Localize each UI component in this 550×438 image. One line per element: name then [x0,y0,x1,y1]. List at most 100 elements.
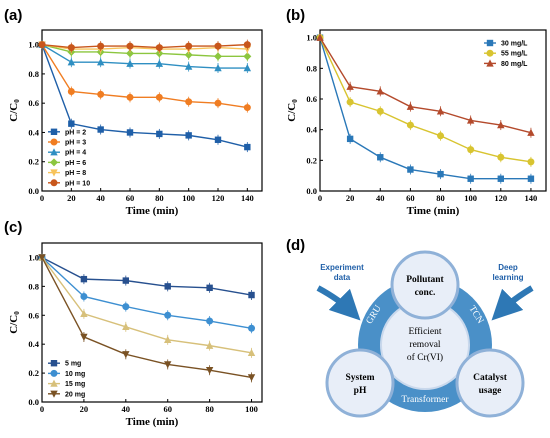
legend-entry: 5 mg [65,361,81,368]
x-tick-label: 140 [241,193,254,203]
data-point [96,58,105,66]
panel-c-label: (c) [4,219,22,236]
data-point [214,99,222,107]
legend-entry: pH = 3 [65,140,86,147]
x-tick-label: 20 [346,193,355,203]
data-point [437,170,444,178]
series-line [319,37,532,134]
data-point [244,143,251,151]
x-tick-label: 60 [126,193,135,203]
y-tick-label: 0.6 [28,98,39,108]
input-left-line2: data [334,273,351,282]
data-point [126,42,134,50]
panel-d: (d) Experiment data Deep learning Effici… [286,237,534,418]
data-point [126,49,134,58]
y-axis-label: C/C0 [286,99,299,122]
legend-entry: 30 mg/L [501,41,528,48]
data-point [80,275,88,283]
x-axis-label: Time (min) [126,205,179,217]
x-tick-label: 80 [155,193,164,203]
legend-entry: pH = 8 [65,170,86,177]
node-catalyst [455,348,525,418]
legend-entry: pH = 2 [65,129,86,136]
data-point [97,90,105,98]
data-point [376,107,384,115]
series-line [41,257,252,379]
node-left-line2: pH [354,386,367,396]
series-1 [38,253,256,334]
data-point [527,175,535,182]
chart-b: 0 20 40 60 80 100 120 140 0.0 0.2 0.4 0.6 0.8 1.0 Time… [286,29,547,217]
series-2 [316,33,535,138]
y-axis-label-subscript: 0 [13,99,21,103]
x-tick-label: 140 [525,193,538,203]
data-point [247,348,256,357]
panel-c: (c) 0 20 40 60 80 100 0.0 0.2 0.4 0.6 0.8 1.0 Time (… [4,219,263,428]
x-tick-label: 40 [96,193,105,203]
plot-frame [41,242,263,403]
x-tick-label: 0 [318,193,322,203]
x-axis-label: Time (min) [126,416,179,428]
legend-marker [486,49,494,57]
experiment-data-arrow [316,285,361,321]
data-point [205,367,214,375]
ring-label-transformer: Transformer [401,394,449,405]
data-point [243,104,251,112]
data-point [247,374,256,382]
x-tick-label: 20 [67,193,76,203]
data-point [38,254,46,262]
node-top-line2: conc. [415,288,436,298]
y-axis-label: C/C0 [8,311,21,334]
series-line [41,257,252,354]
data-point [377,154,384,161]
legend-marker [50,169,58,177]
x-tick-label: 120 [212,193,225,203]
legend-entry: 55 mg/L [501,51,528,58]
data-point [184,50,193,59]
series-5 [38,39,251,53]
node-system-ph [325,348,395,418]
legend-entry: 20 mg [65,391,85,398]
series-line [41,256,252,296]
x-tick-label: 40 [122,404,131,414]
data-point [164,283,171,290]
data-point [122,322,130,331]
legend-marker [50,128,58,135]
panel-a: (a) 0 20 40 60 80 100 120 140 0.0 0.2 0.4 0.6 0.8 1.0… [4,7,263,217]
x-tick-label: 0 [40,193,44,203]
data-point [185,132,192,139]
series-line [319,37,531,180]
data-point [38,41,46,49]
x-tick-label: 80 [436,193,445,203]
data-point [346,82,354,90]
x-tick-label: 120 [494,193,507,203]
data-point [376,87,384,95]
data-point [122,351,130,359]
y-tick-label: 0.2 [306,155,317,165]
panel-b-label: (b) [286,7,305,24]
plot-frame [319,29,547,192]
data-point [126,129,134,136]
legend-marker [50,360,58,367]
data-point [80,309,88,318]
legend-marker [50,379,58,387]
y-tick-label: 0.4 [306,125,317,135]
legend-marker [50,179,58,187]
center-line3: of Cr(VI) [407,352,443,363]
node-right-line2: usage [479,386,502,396]
center-line2: removal [409,340,440,350]
data-point [243,64,252,72]
series-1 [38,41,251,113]
legend-marker [50,158,58,167]
y-tick-label: 0.0 [306,186,317,196]
chart-a: 0 20 40 60 80 100 120 140 0.0 0.2 0.4 0.6 0.8 1.0 Time… [8,29,263,217]
data-point [206,284,213,292]
legend-entry: pH = 10 [65,180,90,187]
node-pollutant [390,250,460,320]
series-line [41,43,248,50]
series-line [41,44,248,69]
data-point [155,44,163,52]
data-point [80,333,88,341]
series-line [41,44,248,109]
legend-marker [50,369,58,377]
